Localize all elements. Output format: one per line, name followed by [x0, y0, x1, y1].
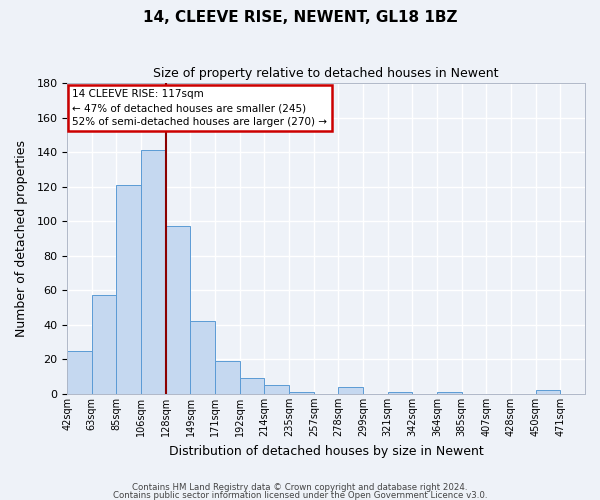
Text: Contains HM Land Registry data © Crown copyright and database right 2024.: Contains HM Land Registry data © Crown c… [132, 483, 468, 492]
Bar [67, 350, 92, 394]
Bar [116, 185, 141, 394]
Bar [437, 392, 462, 394]
Y-axis label: Number of detached properties: Number of detached properties [15, 140, 28, 337]
Bar [190, 322, 215, 394]
Bar [289, 392, 314, 394]
Text: 14, CLEEVE RISE, NEWENT, GL18 1BZ: 14, CLEEVE RISE, NEWENT, GL18 1BZ [143, 10, 457, 25]
Bar [536, 390, 560, 394]
Title: Size of property relative to detached houses in Newent: Size of property relative to detached ho… [154, 68, 499, 80]
Bar [240, 378, 265, 394]
Bar [338, 387, 363, 394]
Bar [141, 150, 166, 394]
Bar [215, 361, 240, 394]
Text: 14 CLEEVE RISE: 117sqm
← 47% of detached houses are smaller (245)
52% of semi-de: 14 CLEEVE RISE: 117sqm ← 47% of detached… [73, 90, 328, 128]
Bar [265, 386, 289, 394]
X-axis label: Distribution of detached houses by size in Newent: Distribution of detached houses by size … [169, 444, 484, 458]
Text: Contains public sector information licensed under the Open Government Licence v3: Contains public sector information licen… [113, 492, 487, 500]
Bar [92, 296, 116, 394]
Bar [166, 226, 190, 394]
Bar [388, 392, 412, 394]
